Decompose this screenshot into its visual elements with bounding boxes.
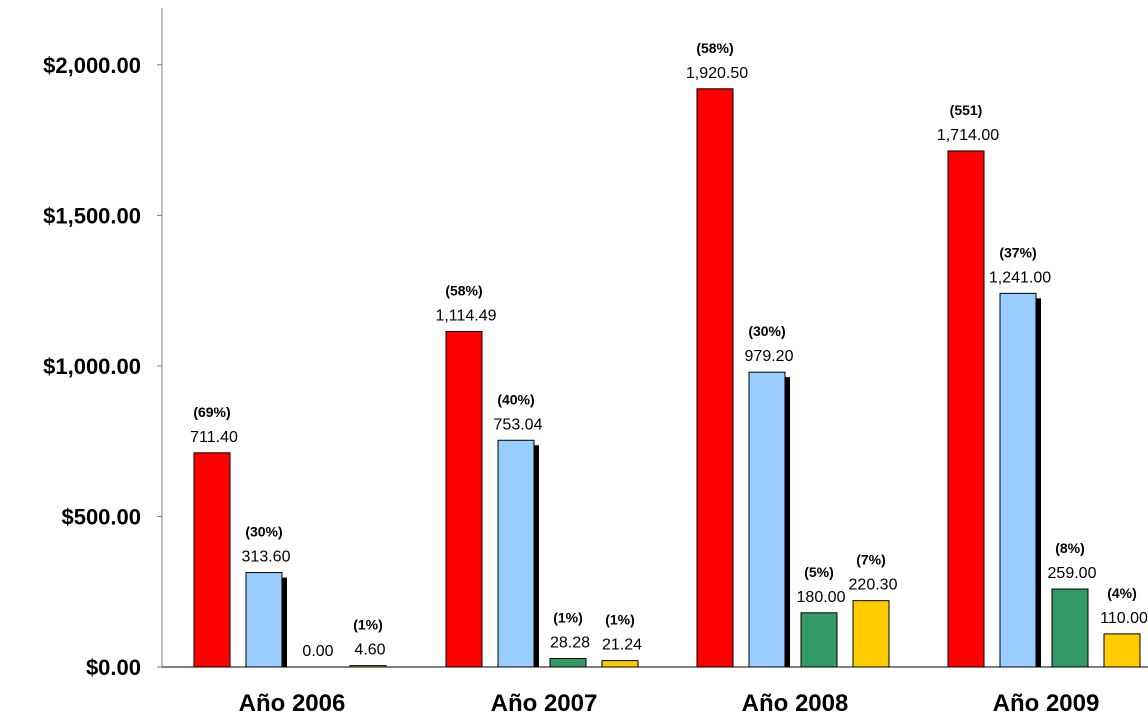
labels-layer: 711.40 (69%) 1,114.49 (58%) 1,920.50 (58%) 1,7…: [190, 40, 1148, 660]
bar: [800, 612, 838, 668]
bar: [748, 371, 786, 668]
bar-value-label: 1,241.00: [989, 269, 1051, 286]
y-tick-label: $2,000.00: [43, 53, 141, 78]
bar-value-label: 28.28: [550, 634, 590, 651]
bar-value-label: 220.30: [849, 577, 898, 594]
bar-value-label: 4.60: [354, 642, 385, 659]
bar-percent-label: (1%): [553, 609, 583, 625]
bar-value-label: 259.00: [1048, 565, 1097, 582]
bar-percent-label: (30%): [245, 524, 282, 540]
bar: [445, 330, 483, 668]
bar-value-label: 180.00: [797, 589, 846, 606]
bar-value-label: 1,920.50: [686, 65, 748, 82]
x-category-label: Año 2007: [491, 690, 598, 717]
bar-percent-label: (4%): [1107, 585, 1137, 601]
bar-percent-label: (69%): [193, 404, 230, 420]
bar-percent-label: (30%): [748, 323, 785, 339]
bar-value-label: 753.04: [494, 416, 543, 433]
bar-value-label: 1,714.00: [937, 127, 999, 144]
bar-percent-label: (551): [950, 102, 983, 118]
bar: [245, 572, 283, 668]
axis-layer: $0.00 $500.00 $1,000.00 $1,500.00 $2,000.00 A…: [43, 8, 1148, 717]
bar-value-label: 21.24: [602, 637, 642, 654]
bar: [497, 439, 535, 668]
bar: [193, 452, 231, 668]
bar: [1051, 588, 1089, 668]
bar: [601, 660, 639, 668]
bar: [696, 88, 734, 668]
y-tick-label: $1,000.00: [43, 354, 141, 379]
bar-percent-label: (58%): [445, 282, 482, 298]
bar: [947, 150, 985, 668]
bar-percent-label: (5%): [804, 564, 834, 580]
bar-percent-label: (8%): [1055, 540, 1085, 556]
x-category-label: Año 2008: [742, 690, 849, 717]
bar-percent-label: (1%): [605, 612, 635, 628]
bar-value-label: 0.00: [302, 643, 333, 660]
y-tick-label: $1,500.00: [43, 203, 141, 228]
bar-percent-label: (40%): [497, 391, 534, 407]
bar-percent-label: (7%): [856, 552, 886, 568]
bar-percent-label: (37%): [999, 244, 1036, 260]
bar-value-label: 711.40: [190, 429, 238, 446]
bar: [852, 600, 890, 668]
x-category-label: Año 2006: [239, 690, 346, 717]
y-tick-label: $0.00: [86, 655, 141, 680]
bar: [999, 292, 1037, 668]
bar-value-label: 313.60: [242, 549, 291, 566]
bars-layer: [193, 88, 1141, 668]
bar-value-label: 979.20: [745, 348, 794, 365]
bar: [349, 665, 387, 668]
bar-value-label: 1,114.49: [435, 307, 496, 324]
x-category-label: Año 2009: [993, 690, 1100, 717]
bar: [1103, 633, 1141, 668]
bar-percent-label: (1%): [353, 617, 383, 633]
y-tick-label: $500.00: [61, 504, 141, 529]
bar-value-label: 110.00: [1100, 610, 1148, 627]
bar-percent-label: (58%): [696, 40, 733, 56]
bar: [549, 657, 587, 668]
